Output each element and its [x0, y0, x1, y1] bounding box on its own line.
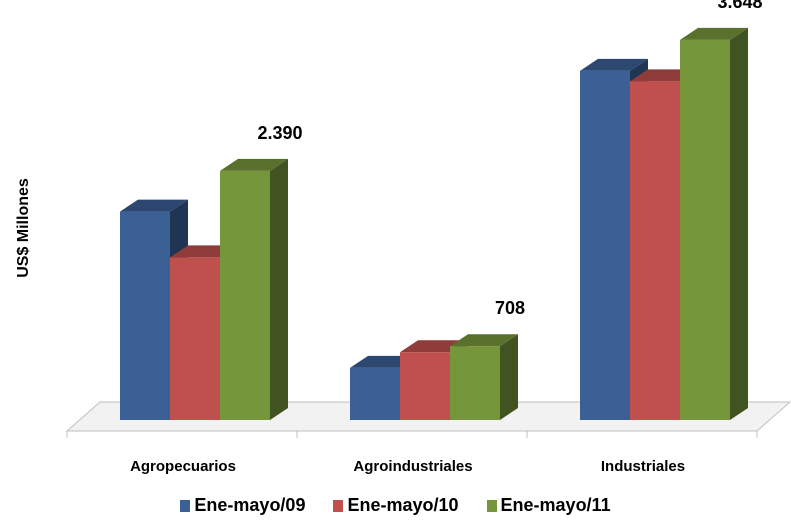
category-label-2: Industriales	[601, 458, 685, 475]
legend-item-series-1: Ene-mayo/10	[333, 495, 459, 516]
legend-label-series-2: Ene-mayo/11	[500, 495, 611, 515]
labels-group: Agropecuarios Agroindustriales Industriale…	[130, 0, 762, 475]
legend-label-series-1: Ene-mayo/10	[347, 495, 459, 515]
legend: Ene-mayo/09 Ene-mayo/10 Ene-mayo/11	[0, 495, 791, 516]
legend-item-series-2: Ene-mayo/11	[486, 495, 611, 516]
bar-agroindustriales-series-2	[450, 334, 518, 420]
bar-chart: US$ Millones Agropecuarios Agroindustrial…	[15, 0, 791, 475]
bar-industriales-series-2	[680, 27, 748, 421]
legend-swatch-series-1	[333, 499, 344, 512]
legend-item-series-0: Ene-mayo/09	[180, 495, 305, 516]
category-label-0: Agropecuarios	[130, 458, 236, 475]
data-label-0: 2.390	[257, 123, 302, 143]
legend-swatch-series-2	[486, 499, 497, 512]
bar-agropecuarios-series-2	[220, 158, 288, 421]
category-label-1: Agroindustriales	[353, 458, 472, 475]
legend-swatch-series-0	[180, 499, 191, 512]
data-label-1: 708	[495, 298, 525, 318]
legend-label-series-0: Ene-mayo/09	[194, 495, 306, 515]
bars-group	[120, 27, 748, 421]
data-label-2: 3.648	[717, 0, 762, 12]
y-axis-label: US$ Millones	[15, 178, 32, 278]
